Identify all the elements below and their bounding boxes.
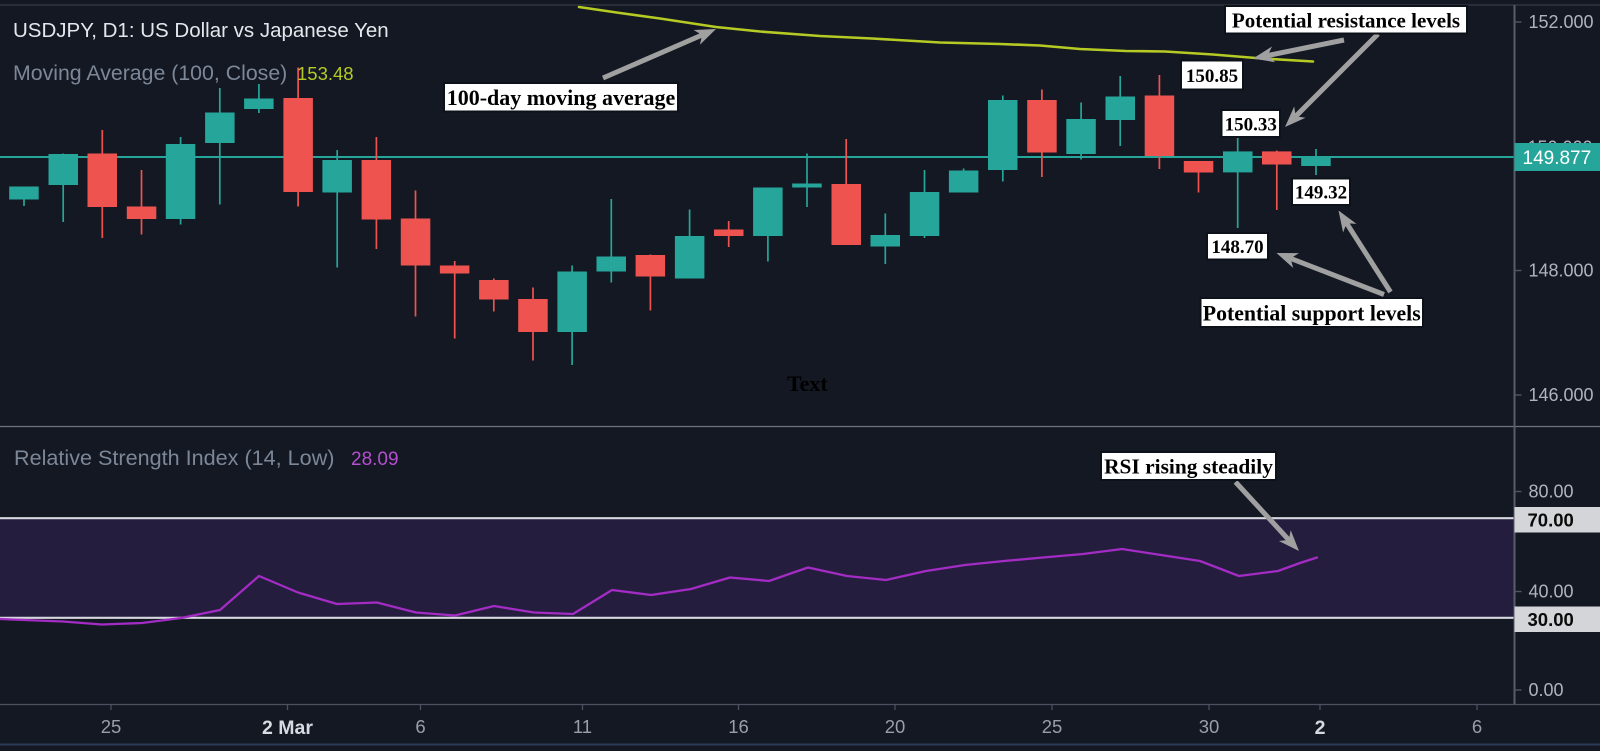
svg-text:Moving Average (100, Close): Moving Average (100, Close) bbox=[13, 61, 287, 85]
svg-text:70.00: 70.00 bbox=[1528, 510, 1574, 531]
svg-text:6: 6 bbox=[1472, 716, 1482, 737]
svg-text:150.33: 150.33 bbox=[1225, 114, 1277, 135]
svg-text:148.000: 148.000 bbox=[1529, 261, 1594, 281]
svg-text:0.00: 0.00 bbox=[1529, 680, 1564, 700]
svg-text:153.48: 153.48 bbox=[297, 63, 354, 84]
svg-text:100-day moving average: 100-day moving average bbox=[447, 85, 676, 110]
svg-text:25: 25 bbox=[101, 716, 122, 737]
svg-text:25: 25 bbox=[1042, 716, 1063, 737]
svg-text:2 Mar: 2 Mar bbox=[262, 717, 313, 739]
svg-text:30.00: 30.00 bbox=[1528, 609, 1574, 630]
svg-text:40.00: 40.00 bbox=[1529, 582, 1574, 602]
svg-text:150.85: 150.85 bbox=[1186, 66, 1238, 87]
svg-text:30: 30 bbox=[1199, 716, 1220, 737]
svg-text:Text: Text bbox=[787, 371, 828, 396]
svg-text:80.00: 80.00 bbox=[1529, 482, 1574, 502]
svg-text:28.09: 28.09 bbox=[351, 449, 399, 470]
svg-text:11: 11 bbox=[573, 716, 592, 737]
svg-text:149.32: 149.32 bbox=[1295, 183, 1347, 204]
svg-text:Potential resistance levels: Potential resistance levels bbox=[1232, 8, 1460, 32]
svg-text:6: 6 bbox=[415, 716, 425, 737]
svg-text:RSI rising steadily: RSI rising steadily bbox=[1104, 455, 1273, 479]
svg-text:148.70: 148.70 bbox=[1211, 237, 1263, 258]
svg-text:146.000: 146.000 bbox=[1529, 385, 1594, 405]
svg-text:Potential support levels: Potential support levels bbox=[1203, 301, 1421, 325]
svg-text:2: 2 bbox=[1315, 717, 1326, 739]
svg-text:Relative Strength Index (14, L: Relative Strength Index (14, Low) bbox=[14, 445, 334, 470]
svg-text:USDJPY, D1: US Dollar vs Japan: USDJPY, D1: US Dollar vs Japanese Yen bbox=[13, 19, 389, 42]
svg-text:149.877: 149.877 bbox=[1523, 148, 1592, 169]
svg-text:16: 16 bbox=[728, 716, 749, 737]
svg-text:20: 20 bbox=[885, 716, 906, 737]
svg-text:152.000: 152.000 bbox=[1529, 12, 1594, 32]
